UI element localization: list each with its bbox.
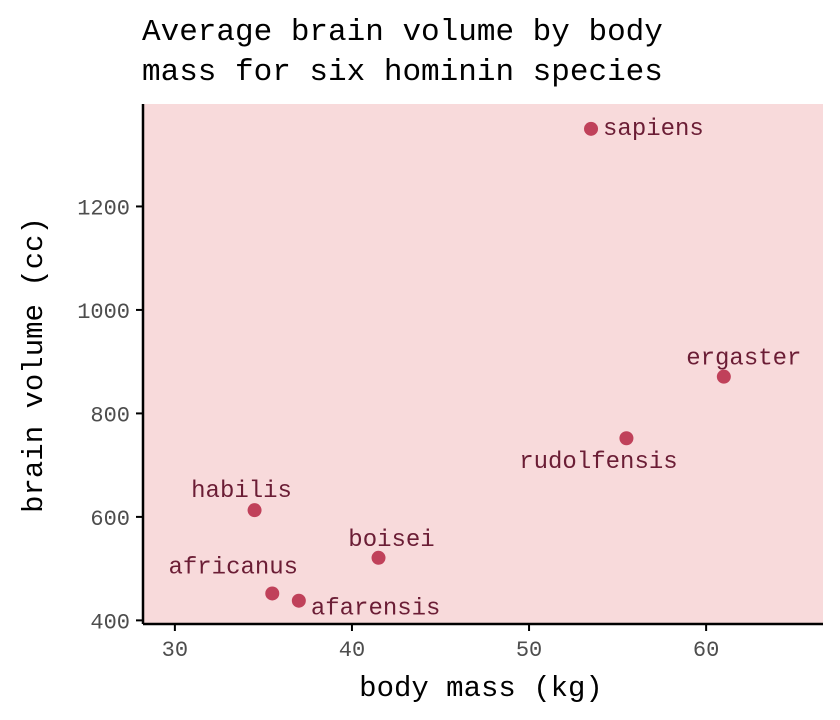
x-tick-label: 40 — [339, 638, 365, 663]
x-tick-label: 60 — [693, 638, 719, 663]
y-tick-label: 1000 — [77, 300, 130, 325]
y-tick-label: 800 — [90, 403, 130, 428]
y-tick-label: 400 — [90, 610, 130, 635]
point-label-afarensis: afarensis — [311, 596, 441, 623]
point-label-africanus: africanus — [168, 554, 298, 581]
point-label-sapiens: sapiens — [603, 116, 704, 143]
y-axis-label: brain volume (cc) — [18, 217, 51, 513]
chart-title-line-2: mass for six hominin species — [142, 55, 663, 90]
chart-title-line-1: Average brain volume by body — [142, 15, 663, 50]
data-point-rudolfensis — [619, 431, 634, 446]
y-tick-label: 600 — [90, 507, 130, 532]
point-labels-layer: sapiens ergaster rudolfensis habilis boisei a… — [168, 116, 801, 623]
data-point-africanus — [265, 586, 280, 601]
x-axis-label: body mass (kg) — [359, 672, 603, 705]
y-tick-label: 1200 — [77, 196, 130, 221]
data-point-habilis — [247, 503, 262, 518]
data-point-sapiens — [584, 121, 599, 136]
x-ticks: 30 40 50 60 — [162, 624, 719, 663]
points-layer — [247, 121, 731, 608]
point-label-habilis: habilis — [191, 478, 292, 505]
x-tick-label: 50 — [516, 638, 542, 663]
data-point-ergaster — [716, 369, 731, 384]
data-point-afarensis — [291, 593, 306, 608]
plot-panel — [143, 104, 823, 624]
x-tick-label: 30 — [162, 638, 188, 663]
y-ticks: 400 600 800 1000 1200 — [77, 196, 143, 635]
point-label-boisei: boisei — [348, 527, 434, 554]
point-label-rudolfensis: rudolfensis — [519, 449, 677, 476]
point-label-ergaster: ergaster — [686, 346, 801, 373]
data-point-boisei — [371, 550, 386, 565]
